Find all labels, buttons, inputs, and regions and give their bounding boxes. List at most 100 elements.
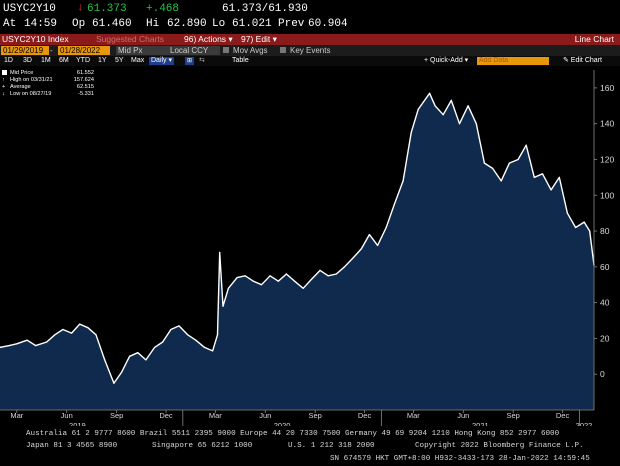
legend-average-label: Average bbox=[10, 84, 31, 90]
legend-title: Mid Price bbox=[10, 70, 34, 76]
ticker: USYC2Y10 bbox=[3, 3, 56, 15]
price-chart[interactable]: 0 20 40 60 80 100 120 140 160 Mar Jun Sep Dec Mar Jun… bbox=[0, 66, 620, 426]
data-point bbox=[327, 275, 329, 277]
legend-title-value: 61.552 bbox=[76, 70, 94, 76]
mov-avgs-label: Mov Avgs bbox=[233, 46, 268, 55]
y-tick-label: 20 bbox=[600, 333, 610, 343]
legend-low-value: -5.331 bbox=[78, 91, 94, 97]
table-button[interactable]: Table bbox=[232, 57, 249, 64]
period-3d[interactable]: 3D bbox=[23, 57, 32, 64]
high-label: Hi bbox=[146, 18, 160, 30]
edit-menu[interactable]: 97) Edit ▾ bbox=[241, 34, 277, 44]
chart-settings-icon[interactable]: ⇆ bbox=[199, 57, 205, 64]
key-events-label: Key Events bbox=[290, 46, 331, 55]
actions-menu[interactable]: 96) Actions ▾ bbox=[184, 34, 233, 44]
data-point bbox=[216, 334, 219, 336]
key-events-checkbox[interactable] bbox=[280, 47, 286, 53]
net-change: +.468 bbox=[146, 3, 180, 15]
footer-us: U.S. 1 212 318 2000 bbox=[288, 442, 375, 450]
data-point bbox=[219, 251, 221, 254]
data-point bbox=[492, 167, 494, 169]
low-label: Lo bbox=[212, 18, 226, 30]
data-point bbox=[368, 234, 370, 236]
x-tick-label: Jun bbox=[61, 411, 73, 420]
x-year-label: 2021 bbox=[472, 421, 489, 426]
data-point bbox=[310, 278, 312, 280]
data-point bbox=[294, 280, 296, 282]
prev-value: 60.904 bbox=[308, 18, 348, 30]
period-1y[interactable]: 1Y bbox=[98, 57, 107, 64]
edit-chart-button[interactable]: ✎ Edit Chart bbox=[563, 57, 602, 64]
security-field[interactable]: USYC2Y10 Index bbox=[2, 34, 69, 44]
data-point bbox=[203, 346, 206, 348]
date-separator: - bbox=[50, 46, 53, 55]
data-point bbox=[222, 305, 224, 307]
quick-add-button[interactable]: + Quick-Add ▾ bbox=[424, 57, 469, 64]
legend-high-value: 157.624 bbox=[73, 77, 94, 83]
data-point bbox=[458, 123, 461, 125]
data-point bbox=[377, 244, 379, 246]
data-point bbox=[533, 176, 535, 178]
y-tick-label: 120 bbox=[600, 154, 614, 164]
data-point bbox=[575, 226, 577, 229]
mov-avgs-checkbox[interactable] bbox=[223, 47, 229, 53]
data-point bbox=[71, 332, 73, 334]
period-1d[interactable]: 1D bbox=[4, 57, 13, 64]
y-axis: 0 20 40 60 80 100 120 140 160 bbox=[593, 70, 614, 410]
data-point bbox=[558, 176, 560, 178]
data-point bbox=[467, 105, 469, 107]
data-point bbox=[227, 287, 229, 289]
end-date-field[interactable]: 01/28/2022 bbox=[58, 46, 110, 55]
data-point bbox=[517, 158, 519, 161]
data-point bbox=[393, 203, 395, 205]
y-tick-label: 80 bbox=[600, 226, 610, 236]
suggested-charts[interactable]: Suggested Charts bbox=[96, 34, 165, 44]
data-point bbox=[550, 189, 552, 191]
footer-singapore: Singapore 65 6212 1000 bbox=[152, 442, 253, 450]
data-point bbox=[0, 346, 1, 348]
data-point bbox=[187, 334, 189, 336]
footer-line-2: Japan 81 3 4565 8900 Singapore 65 6212 1… bbox=[0, 442, 620, 454]
data-point bbox=[54, 334, 56, 336]
period-ytd[interactable]: YTD bbox=[76, 57, 90, 64]
x-tick-label: Mar bbox=[407, 411, 420, 420]
security-bar: USYC2Y10 Index Suggested Charts 96) Acti… bbox=[0, 34, 620, 45]
at-time: 14:59 bbox=[24, 18, 58, 30]
data-point bbox=[352, 257, 354, 259]
period-max[interactable]: Max bbox=[131, 57, 145, 64]
period-5y[interactable]: 5Y bbox=[115, 57, 124, 64]
data-point bbox=[46, 341, 48, 343]
x-tick-label: Sep bbox=[308, 411, 321, 420]
legend-average-icon: + bbox=[2, 84, 6, 90]
data-point bbox=[195, 339, 197, 341]
footer-line-3: SN 674579 HKT GMT+8:00 H932-3433-173 28-… bbox=[0, 455, 620, 466]
y-tick-label: 140 bbox=[600, 119, 614, 129]
at-label: At bbox=[3, 18, 17, 30]
period-6m[interactable]: 6M bbox=[59, 57, 69, 64]
data-point bbox=[410, 132, 412, 134]
field-select[interactable]: Mid Px bbox=[116, 46, 168, 55]
data-point bbox=[79, 323, 81, 325]
add-data-field[interactable]: Add Data bbox=[477, 57, 549, 65]
x-tick-label: Dec bbox=[556, 411, 570, 420]
data-point bbox=[360, 248, 362, 250]
line-style-icon[interactable]: ⊞ bbox=[185, 57, 195, 65]
data-point bbox=[402, 180, 404, 182]
frequency-select[interactable]: Daily ▾ bbox=[149, 57, 175, 65]
data-point bbox=[343, 266, 346, 268]
currency-select[interactable]: Local CCY bbox=[168, 46, 220, 55]
data-point bbox=[260, 284, 263, 286]
data-point bbox=[508, 162, 510, 164]
x-tick-label: Mar bbox=[209, 411, 222, 420]
x-tick-label: Sep bbox=[110, 411, 123, 420]
data-point bbox=[95, 334, 97, 336]
data-point bbox=[277, 280, 279, 282]
x-tick-label: Jun bbox=[457, 411, 469, 420]
plot-area bbox=[0, 92, 595, 411]
legend-low-icon: ↓ bbox=[2, 91, 5, 97]
start-date-field[interactable]: 01/29/2019 bbox=[1, 46, 49, 55]
data-point bbox=[62, 328, 64, 331]
period-1m[interactable]: 1M bbox=[41, 57, 51, 64]
low-value: 61.021 bbox=[232, 18, 272, 30]
data-point bbox=[35, 345, 37, 347]
